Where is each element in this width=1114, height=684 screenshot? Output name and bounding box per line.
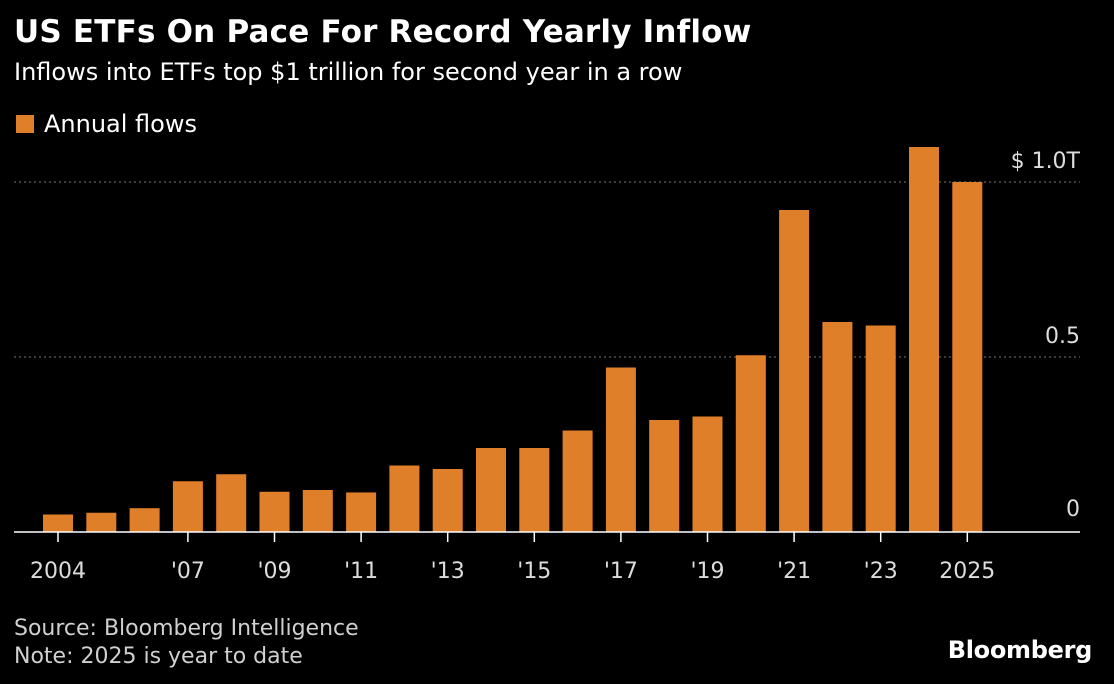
y-tick-label: $ 1.0T [1011,149,1081,174]
x-tick-label: '17 [604,559,638,584]
bar [519,448,550,532]
bar [562,430,593,532]
bloomberg-logo: Bloomberg [947,636,1093,664]
bar [779,210,810,532]
y-tick-label: 0.5 [1045,324,1080,349]
bar [822,322,853,532]
chart-title: US ETFs On Pace For Record Yearly Inflow [14,14,752,50]
y-tick-label: 0 [1066,497,1080,522]
bar [389,465,420,532]
bar [432,469,463,532]
bar [909,147,939,532]
bar [86,512,117,532]
legend: Annual flows [16,110,197,138]
bar [43,514,73,532]
x-tick-label: 2004 [30,559,86,584]
source-note: Source: Bloomberg Intelligence [14,616,359,641]
bar [692,416,723,532]
bar [952,182,983,532]
x-tick-label: '19 [690,559,724,584]
footnote: Note: 2025 is year to date [14,644,303,669]
bar [735,355,766,532]
legend-swatch [16,115,34,133]
bar [172,481,203,532]
bar [216,474,247,532]
bar [259,491,290,532]
bar [476,448,506,532]
x-tick-label: 2025 [939,559,995,584]
x-tick-label: '09 [257,559,291,584]
bar [865,325,896,532]
bar [302,490,333,532]
x-tick-label: '23 [864,559,898,584]
bar [129,508,160,532]
x-tick-label: '07 [171,559,205,584]
x-tick-label: '21 [777,559,811,584]
x-tick-label: '13 [431,559,465,584]
x-tick-label: '15 [517,559,551,584]
bar [605,367,636,532]
bar [649,420,680,532]
legend-label: Annual flows [44,110,197,138]
chart-subtitle: Inflows into ETFs top $1 trillion for se… [14,58,683,86]
x-tick-label: '11 [344,559,378,584]
bar [346,492,377,532]
